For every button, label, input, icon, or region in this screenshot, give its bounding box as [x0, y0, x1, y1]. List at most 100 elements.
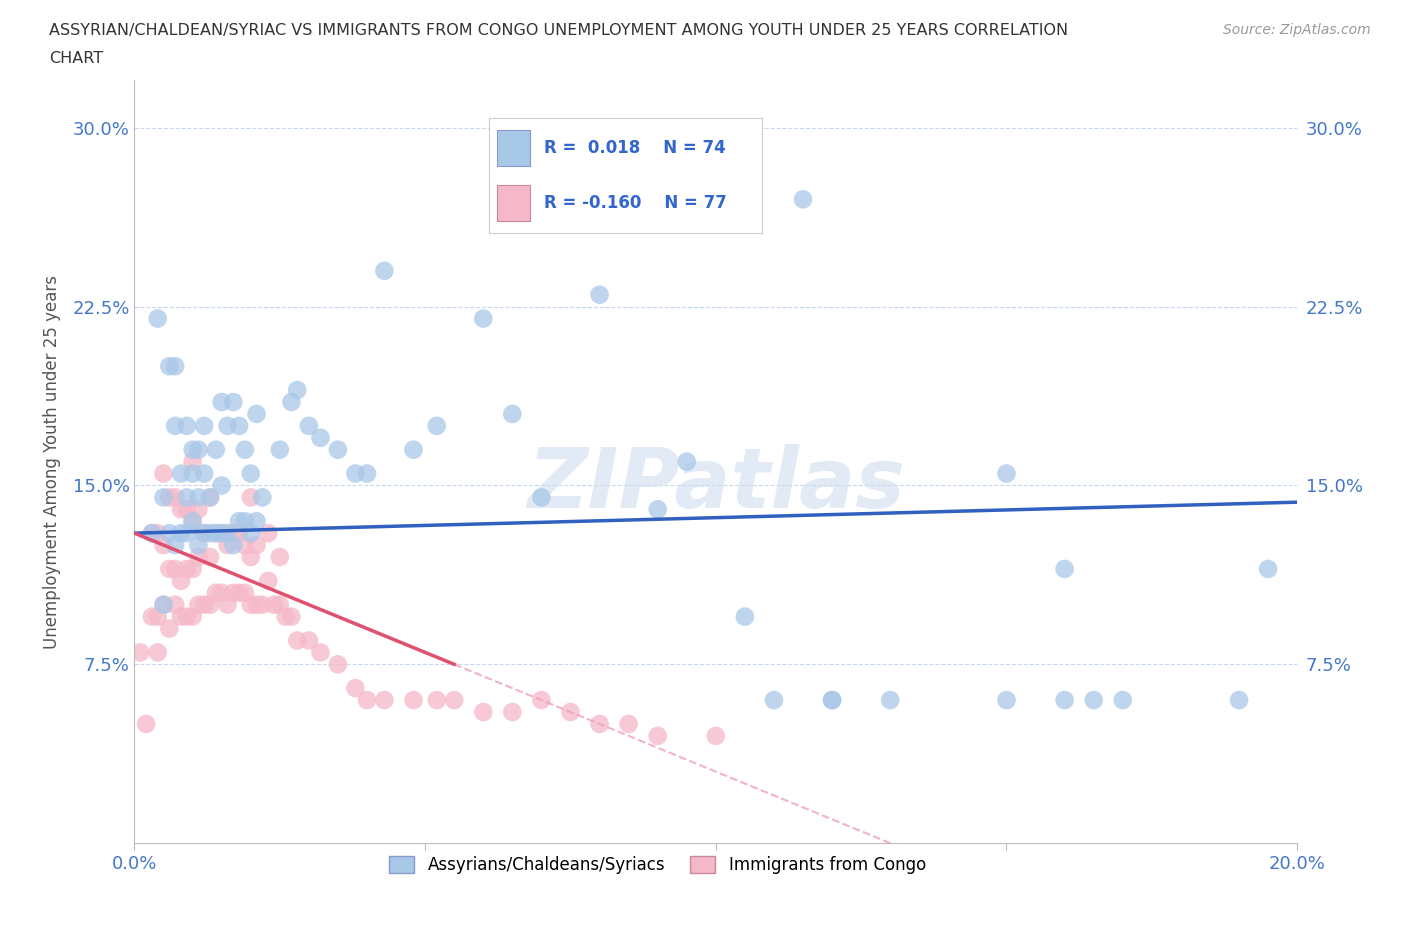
Point	[187, 597, 209, 612]
Point	[228, 525, 250, 540]
Point	[222, 394, 245, 409]
Point	[443, 693, 465, 708]
Point	[170, 525, 193, 540]
Point	[198, 490, 221, 505]
Point	[205, 443, 228, 458]
Point	[181, 454, 204, 469]
Point	[501, 705, 523, 720]
Point	[245, 538, 267, 552]
Point	[269, 443, 291, 458]
Point	[298, 418, 321, 433]
Text: Source: ZipAtlas.com: Source: ZipAtlas.com	[1223, 23, 1371, 37]
Point	[181, 562, 204, 577]
Point	[734, 609, 756, 624]
Point	[821, 693, 844, 708]
Point	[560, 705, 582, 720]
Point	[647, 502, 669, 517]
Point	[193, 525, 215, 540]
Point	[187, 550, 209, 565]
Point	[157, 621, 180, 636]
Point	[239, 550, 262, 565]
Point	[157, 562, 180, 577]
Point	[309, 645, 332, 660]
Point	[217, 597, 239, 612]
Point	[193, 525, 215, 540]
Point	[239, 597, 262, 612]
Point	[135, 716, 157, 731]
Point	[152, 597, 174, 612]
Point	[205, 525, 228, 540]
Point	[402, 443, 425, 458]
Point	[472, 312, 495, 326]
Point	[176, 418, 198, 433]
Point	[181, 443, 204, 458]
Point	[222, 525, 245, 540]
Point	[285, 382, 308, 397]
Point	[344, 681, 367, 696]
Point	[239, 466, 262, 481]
Point	[146, 312, 169, 326]
Point	[187, 490, 209, 505]
Point	[146, 609, 169, 624]
Point	[228, 418, 250, 433]
Point	[141, 525, 163, 540]
Point	[274, 609, 297, 624]
Point	[193, 466, 215, 481]
Point	[821, 693, 844, 708]
Point	[704, 728, 727, 743]
Point	[501, 406, 523, 421]
Point	[326, 657, 349, 671]
Point	[257, 574, 280, 589]
Point	[193, 597, 215, 612]
Point	[165, 418, 187, 433]
Point	[170, 574, 193, 589]
Point	[762, 693, 785, 708]
Point	[165, 597, 187, 612]
Point	[198, 597, 221, 612]
Point	[187, 502, 209, 517]
Point	[245, 597, 267, 612]
Text: ZIPatlas: ZIPatlas	[527, 444, 904, 525]
Point	[157, 490, 180, 505]
Point	[181, 466, 204, 481]
Point	[617, 716, 640, 731]
Point	[217, 525, 239, 540]
Point	[239, 490, 262, 505]
Point	[176, 609, 198, 624]
Point	[198, 490, 221, 505]
Point	[211, 525, 233, 540]
Text: CHART: CHART	[49, 51, 103, 66]
Point	[588, 716, 610, 731]
Point	[152, 597, 174, 612]
Point	[373, 693, 395, 708]
Point	[141, 525, 163, 540]
Point	[170, 502, 193, 517]
Point	[1053, 693, 1076, 708]
Point	[1083, 693, 1105, 708]
Point	[239, 525, 262, 540]
Point	[228, 585, 250, 600]
Point	[792, 192, 814, 206]
Point	[157, 359, 180, 374]
Point	[995, 693, 1018, 708]
Point	[181, 513, 204, 528]
Point	[280, 394, 302, 409]
Point	[245, 406, 267, 421]
Point	[252, 490, 274, 505]
Point	[995, 466, 1018, 481]
Point	[373, 263, 395, 278]
Point	[211, 478, 233, 493]
Point	[879, 693, 901, 708]
Point	[165, 562, 187, 577]
Point	[285, 633, 308, 648]
Point	[309, 431, 332, 445]
Point	[269, 550, 291, 565]
Legend: Assyrians/Chaldeans/Syriacs, Immigrants from Congo: Assyrians/Chaldeans/Syriacs, Immigrants …	[382, 849, 932, 881]
Y-axis label: Unemployment Among Youth under 25 years: Unemployment Among Youth under 25 years	[44, 274, 60, 648]
Point	[1053, 562, 1076, 577]
Point	[233, 513, 256, 528]
Point	[233, 443, 256, 458]
Point	[402, 693, 425, 708]
Point	[181, 513, 204, 528]
Point	[245, 513, 267, 528]
